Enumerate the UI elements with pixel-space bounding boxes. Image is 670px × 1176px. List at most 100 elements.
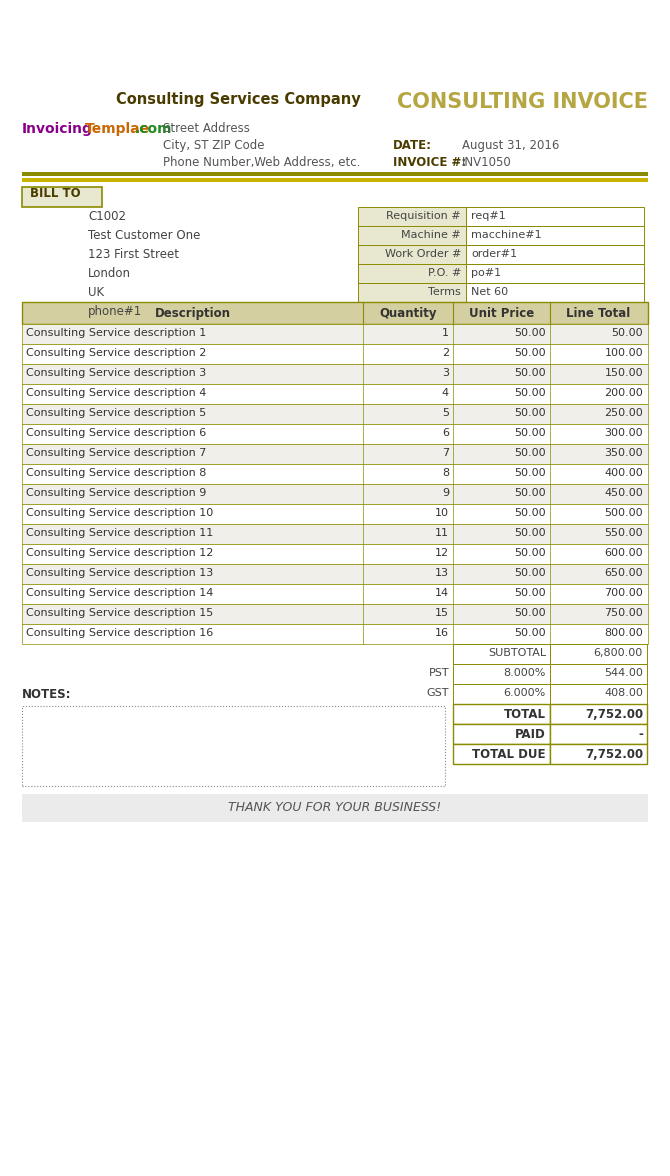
- Text: 14: 14: [435, 588, 449, 599]
- Bar: [358, 226, 466, 245]
- Text: THANK YOU FOR YOUR BUSINESS!: THANK YOU FOR YOUR BUSINESS!: [228, 801, 442, 814]
- Text: Machine #: Machine #: [401, 230, 461, 240]
- Bar: [453, 664, 550, 684]
- Text: 200.00: 200.00: [604, 388, 643, 397]
- Text: Consulting Service description 2: Consulting Service description 2: [26, 348, 206, 358]
- Bar: [22, 505, 648, 524]
- Bar: [22, 544, 648, 564]
- Text: 50.00: 50.00: [515, 368, 546, 377]
- Text: Templae: Templae: [85, 122, 150, 136]
- Bar: [22, 465, 648, 485]
- Text: Work Order #: Work Order #: [385, 249, 461, 259]
- Text: Consulting Service description 12: Consulting Service description 12: [26, 548, 213, 557]
- Text: Street Address: Street Address: [163, 122, 250, 135]
- Text: Consulting Service description 16: Consulting Service description 16: [26, 628, 213, 639]
- Text: -: -: [638, 728, 643, 741]
- Text: 50.00: 50.00: [515, 588, 546, 599]
- Text: 300.00: 300.00: [604, 428, 643, 437]
- Text: Description: Description: [155, 307, 230, 320]
- Text: 50.00: 50.00: [515, 628, 546, 639]
- Bar: [22, 524, 648, 544]
- Text: Consulting Service description 9: Consulting Service description 9: [26, 488, 206, 497]
- Bar: [22, 564, 648, 584]
- Text: 408.00: 408.00: [604, 688, 643, 699]
- Text: Invoicing: Invoicing: [22, 122, 93, 136]
- Bar: [22, 365, 648, 385]
- Text: macchine#1: macchine#1: [471, 230, 541, 240]
- Bar: [22, 425, 648, 445]
- Text: Consulting Service description 13: Consulting Service description 13: [26, 568, 213, 577]
- Text: 650.00: 650.00: [604, 568, 643, 577]
- Bar: [358, 283, 466, 302]
- Text: Consulting Service description 11: Consulting Service description 11: [26, 528, 213, 537]
- Text: 350.00: 350.00: [604, 448, 643, 457]
- Bar: [550, 724, 647, 744]
- Bar: [358, 207, 466, 226]
- Text: Line Total: Line Total: [566, 307, 630, 320]
- Bar: [22, 405, 648, 425]
- Text: 2: 2: [442, 348, 449, 358]
- Text: INV1050: INV1050: [462, 156, 512, 169]
- Text: August 31, 2016: August 31, 2016: [462, 139, 559, 152]
- Text: 700.00: 700.00: [604, 588, 643, 599]
- Bar: [453, 744, 550, 764]
- Text: 16: 16: [435, 628, 449, 639]
- Text: 123 First Street: 123 First Street: [88, 248, 179, 261]
- Text: GST: GST: [427, 688, 449, 699]
- Text: TOTAL: TOTAL: [504, 708, 546, 721]
- Text: Terms: Terms: [428, 287, 461, 298]
- Bar: [22, 445, 648, 465]
- Text: 50.00: 50.00: [515, 488, 546, 497]
- Text: 50.00: 50.00: [611, 328, 643, 338]
- Bar: [466, 245, 644, 263]
- Bar: [22, 325, 648, 345]
- Bar: [466, 207, 644, 226]
- Text: City, ST ZIP Code: City, ST ZIP Code: [163, 139, 265, 152]
- Text: po#1: po#1: [471, 268, 501, 278]
- Text: 7,752.00: 7,752.00: [585, 748, 643, 761]
- Text: 6,800.00: 6,800.00: [594, 648, 643, 659]
- Text: Consulting Service description 7: Consulting Service description 7: [26, 448, 206, 457]
- Text: London: London: [88, 267, 131, 280]
- Text: UK: UK: [88, 286, 104, 299]
- Bar: [466, 226, 644, 245]
- Text: Consulting Service description 8: Consulting Service description 8: [26, 468, 206, 477]
- Bar: [453, 724, 550, 744]
- Bar: [22, 624, 648, 644]
- Text: 6.000%: 6.000%: [504, 688, 546, 699]
- Bar: [22, 385, 648, 405]
- Text: Consulting Services Company: Consulting Services Company: [116, 92, 360, 107]
- Bar: [453, 704, 550, 724]
- Bar: [22, 604, 648, 624]
- Text: 5: 5: [442, 408, 449, 417]
- Text: 50.00: 50.00: [515, 608, 546, 619]
- Text: 13: 13: [435, 568, 449, 577]
- Text: Quantity: Quantity: [379, 307, 437, 320]
- Text: Net 60: Net 60: [471, 287, 508, 298]
- Bar: [22, 584, 648, 604]
- Bar: [550, 704, 647, 724]
- Bar: [22, 302, 648, 325]
- Text: TOTAL DUE: TOTAL DUE: [472, 748, 546, 761]
- Bar: [550, 664, 647, 684]
- Text: INVOICE #:: INVOICE #:: [393, 156, 466, 169]
- Text: 11: 11: [435, 528, 449, 537]
- Bar: [466, 283, 644, 302]
- Text: 7: 7: [442, 448, 449, 457]
- Text: Consulting Service description 6: Consulting Service description 6: [26, 428, 206, 437]
- Text: PAID: PAID: [515, 728, 546, 741]
- Bar: [453, 684, 550, 704]
- Text: C1002: C1002: [88, 211, 126, 223]
- Text: 50.00: 50.00: [515, 408, 546, 417]
- Text: Consulting Service description 4: Consulting Service description 4: [26, 388, 206, 397]
- Text: 7,752.00: 7,752.00: [585, 708, 643, 721]
- Bar: [22, 172, 648, 176]
- Text: 50.00: 50.00: [515, 388, 546, 397]
- Text: Phone Number,Web Address, etc.: Phone Number,Web Address, etc.: [163, 156, 360, 169]
- Bar: [550, 684, 647, 704]
- Text: Consulting Service description 5: Consulting Service description 5: [26, 408, 206, 417]
- Text: Consulting Service description 15: Consulting Service description 15: [26, 608, 213, 619]
- Text: 50.00: 50.00: [515, 508, 546, 517]
- Text: 50.00: 50.00: [515, 528, 546, 537]
- Text: req#1: req#1: [471, 211, 506, 221]
